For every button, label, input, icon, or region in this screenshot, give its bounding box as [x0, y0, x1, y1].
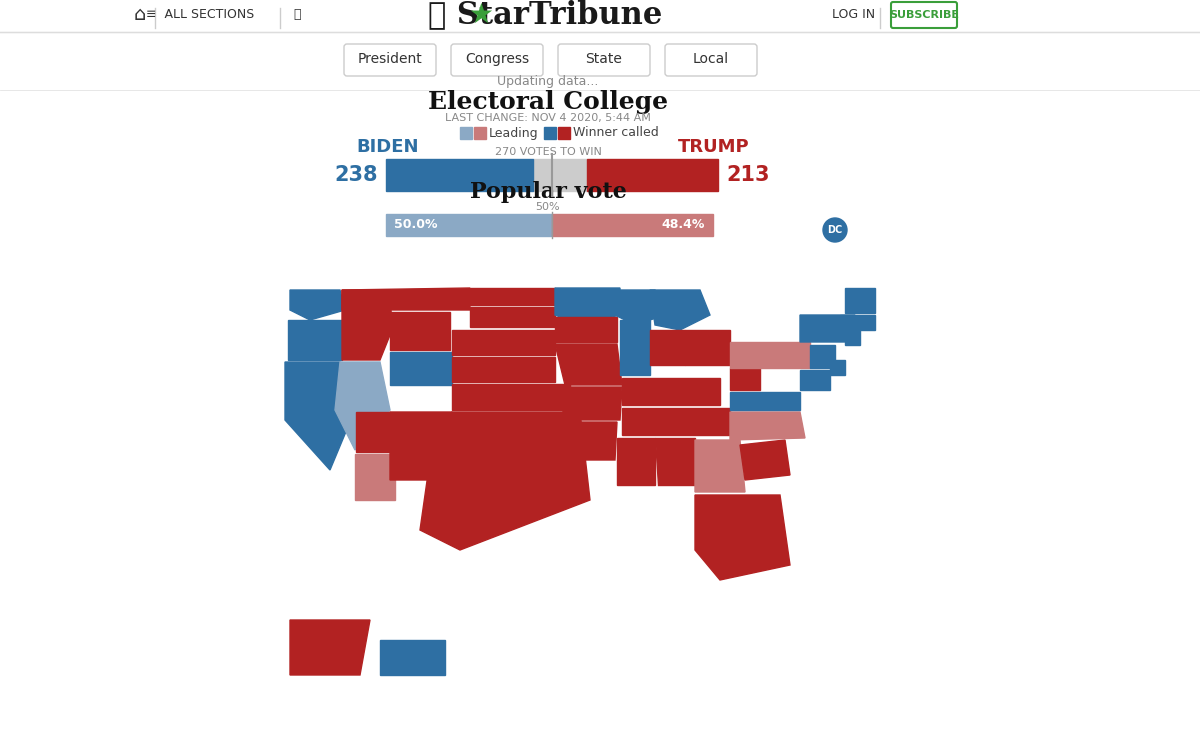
- Polygon shape: [730, 368, 760, 390]
- Polygon shape: [695, 495, 790, 580]
- Polygon shape: [650, 330, 685, 365]
- Polygon shape: [286, 362, 355, 470]
- Polygon shape: [730, 342, 810, 368]
- Polygon shape: [650, 290, 710, 330]
- Text: ≡  ALL SECTIONS: ≡ ALL SECTIONS: [146, 8, 254, 22]
- Polygon shape: [830, 360, 845, 375]
- Bar: [386, 159, 533, 191]
- Polygon shape: [554, 422, 617, 460]
- Text: Updating data...: Updating data...: [497, 76, 599, 88]
- Polygon shape: [622, 378, 720, 405]
- Bar: [474, 127, 486, 139]
- Bar: [552, 214, 713, 236]
- Polygon shape: [420, 412, 590, 550]
- Polygon shape: [620, 320, 650, 375]
- Text: Winner called: Winner called: [574, 127, 659, 140]
- Polygon shape: [452, 384, 570, 410]
- FancyBboxPatch shape: [890, 2, 958, 28]
- Polygon shape: [554, 344, 622, 385]
- Polygon shape: [810, 345, 835, 368]
- Text: Congress: Congress: [464, 52, 529, 66]
- Circle shape: [823, 218, 847, 242]
- FancyBboxPatch shape: [665, 44, 757, 76]
- Text: 213: 213: [726, 165, 769, 185]
- Text: Popular vote: Popular vote: [469, 181, 626, 203]
- Bar: [558, 127, 570, 139]
- Text: 238: 238: [335, 165, 378, 185]
- FancyBboxPatch shape: [344, 44, 436, 76]
- Text: ✦ StarTribune: ✦ StarTribune: [428, 0, 662, 31]
- Polygon shape: [356, 412, 390, 452]
- Polygon shape: [380, 640, 445, 675]
- Polygon shape: [730, 412, 805, 440]
- Polygon shape: [554, 317, 617, 342]
- Polygon shape: [342, 290, 392, 360]
- Bar: [544, 127, 556, 139]
- Text: TRUMP: TRUMP: [678, 138, 750, 156]
- Text: BIDEN: BIDEN: [356, 138, 419, 156]
- Polygon shape: [452, 330, 554, 355]
- Polygon shape: [390, 352, 452, 385]
- Text: DC: DC: [827, 225, 842, 235]
- Polygon shape: [390, 312, 450, 350]
- Text: LOG IN: LOG IN: [833, 8, 876, 22]
- Polygon shape: [390, 412, 452, 480]
- Polygon shape: [845, 288, 875, 313]
- Text: LAST CHANGE: NOV 4 2020, 5:44 AM: LAST CHANGE: NOV 4 2020, 5:44 AM: [445, 113, 650, 123]
- Polygon shape: [695, 440, 745, 492]
- Text: 48.4%: 48.4%: [661, 218, 704, 232]
- FancyBboxPatch shape: [451, 44, 542, 76]
- Text: Leading: Leading: [490, 127, 539, 140]
- Polygon shape: [342, 288, 470, 310]
- Bar: [460, 127, 472, 139]
- Text: State: State: [586, 52, 623, 66]
- Polygon shape: [617, 438, 655, 485]
- Text: ★: ★: [468, 1, 493, 29]
- Bar: [533, 159, 587, 191]
- Polygon shape: [563, 387, 622, 420]
- Polygon shape: [845, 330, 860, 345]
- Polygon shape: [452, 357, 554, 382]
- Text: ⌂: ⌂: [134, 5, 146, 25]
- Polygon shape: [470, 307, 554, 327]
- Text: 🔍: 🔍: [293, 8, 301, 22]
- Polygon shape: [730, 392, 800, 410]
- Polygon shape: [800, 315, 854, 342]
- Polygon shape: [800, 370, 830, 390]
- Text: 270 VOTES TO WIN: 270 VOTES TO WIN: [494, 147, 601, 157]
- Text: Electoral College: Electoral College: [428, 90, 668, 114]
- Polygon shape: [685, 330, 730, 365]
- Bar: [386, 214, 552, 236]
- Polygon shape: [355, 454, 395, 500]
- Polygon shape: [740, 440, 790, 480]
- Bar: [587, 159, 718, 191]
- Polygon shape: [290, 620, 370, 675]
- Polygon shape: [622, 408, 730, 435]
- Text: 50.0%: 50.0%: [394, 218, 438, 232]
- Polygon shape: [554, 288, 620, 325]
- Text: Local: Local: [692, 52, 730, 66]
- Text: SUBSCRIBE: SUBSCRIBE: [889, 10, 959, 20]
- Text: 50%: 50%: [535, 202, 560, 212]
- Polygon shape: [616, 290, 665, 325]
- Polygon shape: [655, 438, 695, 485]
- Polygon shape: [290, 290, 346, 320]
- Bar: [278, 250, 878, 700]
- FancyBboxPatch shape: [558, 44, 650, 76]
- Text: President: President: [358, 52, 422, 66]
- Polygon shape: [470, 288, 554, 305]
- Polygon shape: [288, 320, 342, 360]
- Polygon shape: [840, 315, 875, 330]
- Polygon shape: [335, 362, 390, 450]
